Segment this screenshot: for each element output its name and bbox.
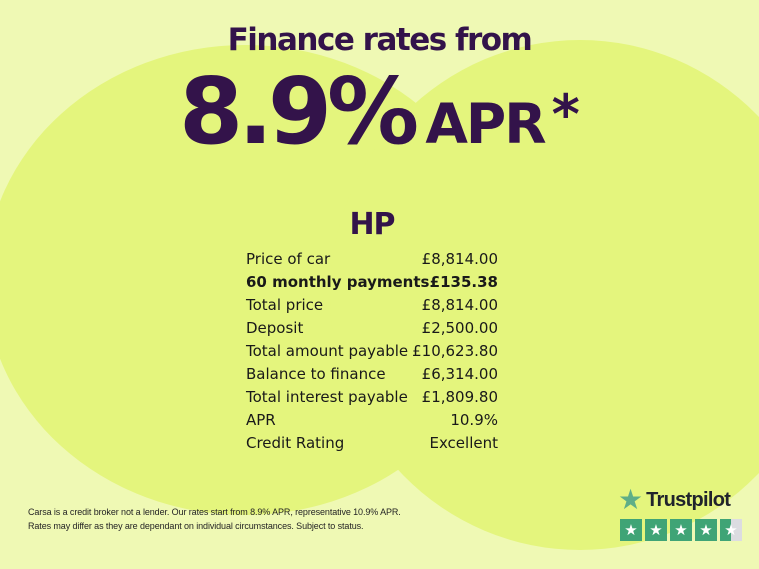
finance-row: Deposit £2,500.00 [246, 317, 498, 340]
finance-row: Total amount payable £10,623.80 [246, 340, 498, 363]
trustpilot-star-box: ★ [695, 519, 717, 541]
row-value: Excellent [429, 434, 498, 452]
disclaimer: Carsa is a credit broker not a lender. O… [28, 506, 448, 533]
row-label: 60 monthly payments [246, 273, 430, 291]
background-blob-right [330, 40, 759, 550]
row-label: Price of car [246, 250, 331, 268]
trustpilot-star-box: ★ [620, 519, 642, 541]
row-value: £8,814.00 [421, 250, 498, 268]
trustpilot-star-box: ★ [720, 519, 742, 541]
rate-value: 8.9% [179, 58, 419, 165]
finance-row: APR 10.9% [246, 409, 498, 432]
row-value: £1,809.80 [421, 388, 498, 406]
rate-unit: APR [425, 92, 546, 156]
trustpilot-widget[interactable]: ★ Trustpilot ★ ★ ★ ★ ★ [618, 486, 754, 541]
row-value: 10.9% [450, 411, 498, 429]
finance-row: Total interest payable £1,809.80 [246, 386, 498, 409]
finance-row: Price of car £8,814.00 [246, 248, 498, 271]
finance-row: Total price £8,814.00 [246, 294, 498, 317]
finance-row: 60 monthly payments £135.38 [246, 271, 498, 294]
disclaimer-line-1: Carsa is a credit broker not a lender. O… [28, 507, 401, 517]
banner-title: Finance rates from [227, 22, 533, 58]
row-value: £10,623.80 [412, 342, 498, 360]
rate-headline: 8.9% APR * [0, 66, 759, 158]
trustpilot-rating-stars: ★ ★ ★ ★ ★ [620, 519, 754, 541]
row-label: Total price [246, 296, 324, 314]
trustpilot-star-icon: ★ [618, 483, 644, 516]
row-label: Total interest payable [246, 388, 408, 406]
rate-asterisk: * [551, 83, 580, 146]
finance-row: Credit Rating Excellent [246, 432, 498, 455]
row-value: £6,314.00 [421, 365, 498, 383]
disclaimer-line-2: Rates may differ as they are dependant o… [28, 520, 364, 531]
row-value: £135.38 [429, 273, 498, 291]
product-title: HP [349, 207, 395, 242]
row-label: Deposit [246, 319, 304, 337]
finance-row: Balance to finance £6,314.00 [246, 363, 498, 386]
row-label: Balance to finance [246, 365, 386, 383]
trustpilot-wordmark: Trustpilot [646, 488, 731, 511]
row-value: £2,500.00 [421, 319, 498, 337]
row-label: Total amount payable [246, 342, 409, 360]
trustpilot-logo: ★ Trustpilot [618, 486, 754, 514]
trustpilot-star-box: ★ [645, 519, 667, 541]
trustpilot-star-box: ★ [670, 519, 692, 541]
row-label: Credit Rating [246, 434, 345, 452]
finance-table: Price of car £8,814.00 60 monthly paymen… [246, 248, 498, 455]
row-value: £8,814.00 [421, 296, 498, 314]
row-label: APR [246, 411, 276, 429]
